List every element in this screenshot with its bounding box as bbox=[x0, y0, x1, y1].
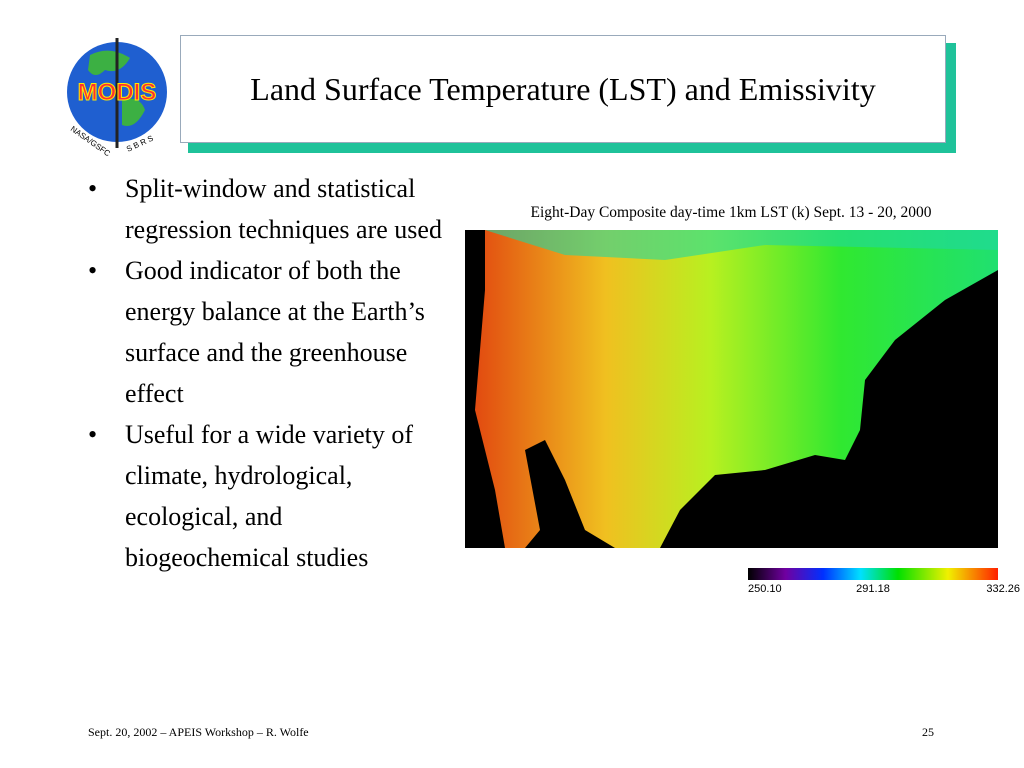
figure: 250.10 291.18 332.26 bbox=[465, 230, 1020, 595]
bullet: Split-window and statistical regression … bbox=[84, 168, 449, 250]
page-number: 25 bbox=[922, 725, 934, 739]
logo-name: MODIS bbox=[78, 79, 157, 106]
logo: MODIS NASA/GSFC S B R S bbox=[67, 38, 167, 158]
continents bbox=[88, 50, 145, 126]
bullet-list: Split-window and statistical regression … bbox=[84, 168, 449, 578]
bullet: Good indicator of both the energy balanc… bbox=[84, 250, 449, 414]
bullet: Useful for a wide variety of climate, hy… bbox=[84, 414, 449, 578]
figure-caption: Eight-Day Composite day-time 1km LST (k)… bbox=[530, 204, 932, 221]
title: Land Surface Temperature (LST) and Emiss… bbox=[180, 35, 946, 143]
colorbar-label: 250.10 bbox=[748, 583, 782, 595]
colorbar-label: 332.26 bbox=[986, 583, 1020, 595]
colorbar bbox=[748, 568, 998, 580]
colorbar-label: 291.18 bbox=[856, 583, 890, 595]
map-land bbox=[475, 230, 998, 548]
map-north bbox=[485, 230, 998, 260]
footer: Sept. 20, 2002 – APEIS Workshop – R. Wol… bbox=[88, 725, 309, 739]
